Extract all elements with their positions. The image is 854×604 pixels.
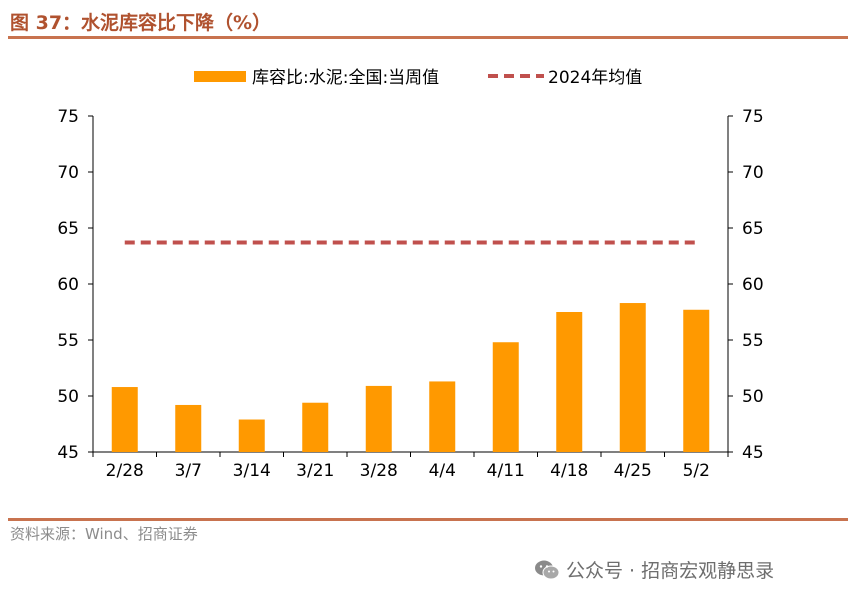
- x-tick-label: 3/21: [296, 461, 334, 481]
- bar-series: [111, 303, 710, 452]
- bar: [238, 419, 265, 452]
- bar: [365, 385, 392, 452]
- bar: [683, 309, 710, 452]
- y-tick-label-right: 65: [742, 219, 764, 239]
- y-tick-label-left: 75: [57, 107, 79, 127]
- y-tick-label-left: 60: [57, 275, 79, 295]
- wechat-icon: [535, 560, 560, 579]
- figure-title: 图 37：水泥库容比下降（%）: [10, 12, 272, 34]
- x-tick-label: 2/28: [106, 461, 144, 481]
- title-divider: [8, 36, 848, 39]
- bar: [492, 342, 519, 452]
- y-tick-label-left: 70: [57, 163, 79, 183]
- axes: 45 45 50 50 55 55 60 60 65 65 70 70 75 75 2/28 3/7 3/14 3…: [57, 107, 763, 481]
- bar: [302, 402, 329, 452]
- x-tick-label: 4/4: [429, 461, 456, 481]
- y-tick-label-left: 45: [57, 443, 79, 463]
- x-tick-label: 3/14: [233, 461, 271, 481]
- y-tick-label-left: 65: [57, 219, 79, 239]
- y-tick-label-right: 75: [742, 107, 764, 127]
- x-tick-label: 4/25: [614, 461, 652, 481]
- y-tick-label-right: 70: [742, 163, 764, 183]
- legend-label-bar: 库容比:水泥:全国:当周值: [252, 68, 439, 88]
- bar: [429, 381, 456, 452]
- y-tick-label-right: 50: [742, 387, 764, 407]
- watermark-text: 公众号 · 招商宏观静思录: [566, 560, 775, 582]
- watermark: 公众号 · 招商宏观静思录: [534, 556, 774, 583]
- bar: [619, 303, 646, 452]
- y-tick-label-right: 55: [742, 331, 764, 351]
- footer-divider: [8, 518, 848, 521]
- x-tick-label: 3/7: [175, 461, 202, 481]
- y-tick-label-left: 55: [57, 331, 79, 351]
- source-note: 资料来源：Wind、招商证券: [10, 525, 198, 543]
- x-tick-label: 4/18: [550, 461, 588, 481]
- y-tick-label-right: 45: [742, 443, 764, 463]
- x-tick-label: 5/2: [683, 461, 710, 481]
- x-tick-label: 3/28: [360, 461, 398, 481]
- bar: [111, 387, 138, 452]
- x-tick-label: 4/11: [487, 461, 525, 481]
- y-tick-label-right: 60: [742, 275, 764, 295]
- legend-swatch-bar: [194, 71, 246, 82]
- bar: [556, 312, 583, 452]
- bar: [175, 404, 202, 452]
- y-tick-label-left: 50: [57, 387, 79, 407]
- legend-label-line: 2024年均值: [548, 68, 642, 88]
- chart-area: 库容比:水泥:全国:当周值 2024年均值 45 45 50 50 55 55 60 60 65 6…: [57, 68, 763, 481]
- legend: 库容比:水泥:全国:当周值 2024年均值: [194, 68, 642, 88]
